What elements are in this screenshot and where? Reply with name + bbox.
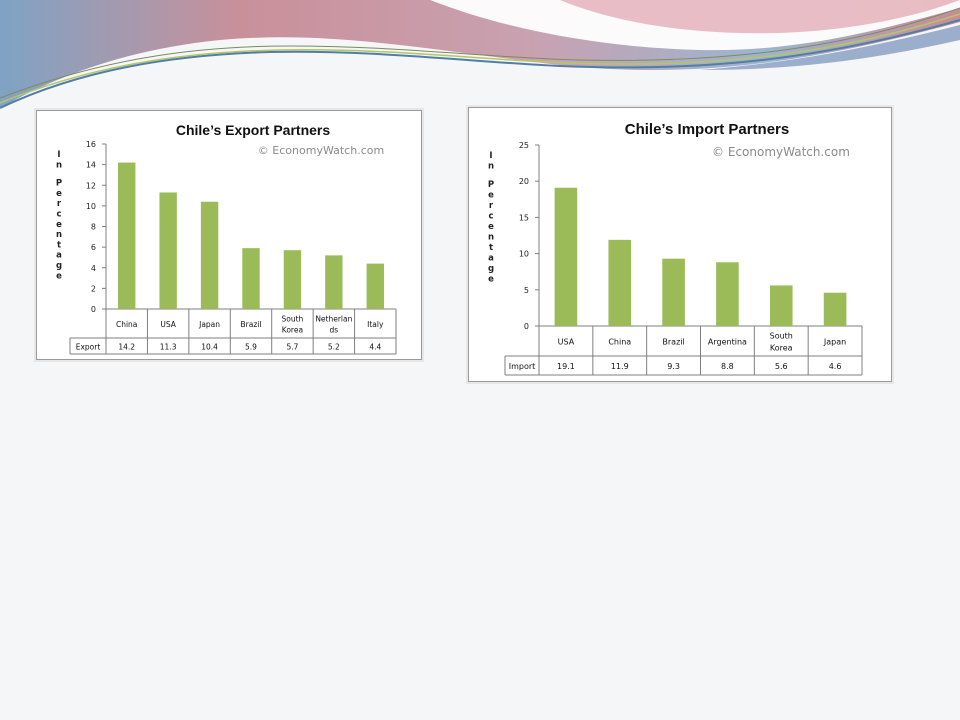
y-tick-label: 5 xyxy=(524,286,529,295)
y-axis-label-char: P xyxy=(488,180,494,190)
y-axis-label-char: I xyxy=(489,151,492,161)
y-axis-label-char: P xyxy=(56,179,62,189)
data-value-cell: 10.4 xyxy=(201,343,218,352)
y-axis-label-char: a xyxy=(56,251,62,261)
y-tick-label: 6 xyxy=(91,243,96,252)
bar-netherlands xyxy=(325,255,343,309)
y-axis-label-char: a xyxy=(488,254,494,264)
bar-china xyxy=(608,239,632,326)
y-axis-label-char: g xyxy=(56,261,62,271)
y-axis-label-char: r xyxy=(489,201,494,211)
source-note: © EconomyWatch.com xyxy=(258,144,384,157)
data-value-cell: 5.6 xyxy=(775,362,788,371)
y-axis-label-char: c xyxy=(488,212,493,222)
y-tick-label: 0 xyxy=(91,305,96,314)
data-value-cell: 5.9 xyxy=(245,343,257,352)
chart-title: Chile’s Import Partners xyxy=(625,121,790,138)
category-label: Brazil xyxy=(662,338,684,347)
category-label: Argentina xyxy=(708,338,747,347)
y-axis-label-char: e xyxy=(488,222,494,232)
export-chart-canvas: Chile’s Export Partners © EconomyWatch.co… xyxy=(56,122,397,355)
y-tick-label: 0 xyxy=(524,322,529,331)
category-label: South xyxy=(282,315,304,324)
y-axis-label-char: t xyxy=(57,240,61,250)
category-label: Korea xyxy=(770,344,793,353)
y-axis-label-char: n xyxy=(56,230,62,240)
category-label: Brazil xyxy=(241,320,262,329)
y-axis-label-char: n xyxy=(488,233,494,243)
data-value-cell: 9.3 xyxy=(667,362,680,371)
bar-italy xyxy=(366,263,384,309)
export-partners-chart: Chile’s Export Partners © EconomyWatch.co… xyxy=(36,110,422,360)
category-label: China xyxy=(608,338,631,347)
series-name-cell: Export xyxy=(76,343,101,352)
data-value-cell: 5.2 xyxy=(328,343,340,352)
chart-title: Chile’s Export Partners xyxy=(176,122,331,138)
data-value-cell: 19.1 xyxy=(557,362,575,371)
y-tick-label: 16 xyxy=(86,140,96,149)
bar-usa xyxy=(159,192,177,309)
data-value-cell: 8.8 xyxy=(721,362,734,371)
bar-brazil xyxy=(242,248,260,309)
y-axis-label-char: e xyxy=(488,275,494,285)
data-value-cell: 4.4 xyxy=(369,343,381,352)
y-tick-label: 8 xyxy=(91,223,96,232)
decorative-banner xyxy=(0,0,960,109)
y-axis-label-char: e xyxy=(488,191,494,201)
category-label: Netherlan xyxy=(315,315,352,324)
bar-south-korea xyxy=(769,285,793,326)
y-tick-label: 10 xyxy=(86,202,96,211)
category-label: Japan xyxy=(823,338,846,347)
data-value-cell: 4.6 xyxy=(829,362,842,371)
import-chart-canvas: Chile’s Import Partners © EconomyWatch.co… xyxy=(488,121,863,376)
y-axis-label-char: r xyxy=(57,199,62,209)
y-tick-label: 14 xyxy=(86,161,96,170)
y-tick-label: 2 xyxy=(91,284,96,293)
y-axis-label-char: c xyxy=(56,210,61,220)
category-label: USA xyxy=(160,320,176,329)
bar-china xyxy=(118,162,136,309)
category-label: South xyxy=(770,332,793,341)
source-note: © EconomyWatch.com xyxy=(712,145,850,159)
y-axis-label-char: I xyxy=(57,150,60,160)
category-label: Italy xyxy=(367,320,384,329)
y-axis-label-char: e xyxy=(56,271,62,281)
y-tick-label: 12 xyxy=(86,181,96,190)
data-value-cell: 11.9 xyxy=(611,362,629,371)
y-tick-label: 20 xyxy=(519,177,529,186)
y-tick-label: 10 xyxy=(519,250,529,259)
y-axis-label-char: e xyxy=(56,220,62,230)
bar-brazil xyxy=(662,258,685,326)
category-label: USA xyxy=(558,338,575,347)
import-partners-chart: Chile’s Import Partners © EconomyWatch.co… xyxy=(468,107,892,382)
category-label: China xyxy=(116,320,137,329)
y-axis-label-char: n xyxy=(488,162,494,172)
bar-usa xyxy=(554,187,578,326)
bar-south-korea xyxy=(283,250,302,309)
y-axis-label-char: g xyxy=(488,264,494,274)
y-tick-label: 4 xyxy=(91,264,96,273)
category-label: Japan xyxy=(198,320,220,329)
series-name-cell: Import xyxy=(509,362,536,371)
data-value-cell: 5.7 xyxy=(286,343,298,352)
y-tick-label: 25 xyxy=(519,141,529,150)
bar-japan xyxy=(200,201,219,309)
y-axis-label-char: n xyxy=(56,160,62,170)
category-label: ds xyxy=(330,326,339,335)
y-axis-label-char: t xyxy=(489,243,493,253)
data-value-cell: 14.2 xyxy=(118,343,135,352)
y-tick-label: 15 xyxy=(519,213,529,222)
y-axis-label-char: e xyxy=(56,189,62,199)
category-label: Korea xyxy=(282,326,303,335)
bar-argentina xyxy=(716,262,739,326)
bar-japan xyxy=(823,292,847,326)
data-value-cell: 11.3 xyxy=(160,343,177,352)
